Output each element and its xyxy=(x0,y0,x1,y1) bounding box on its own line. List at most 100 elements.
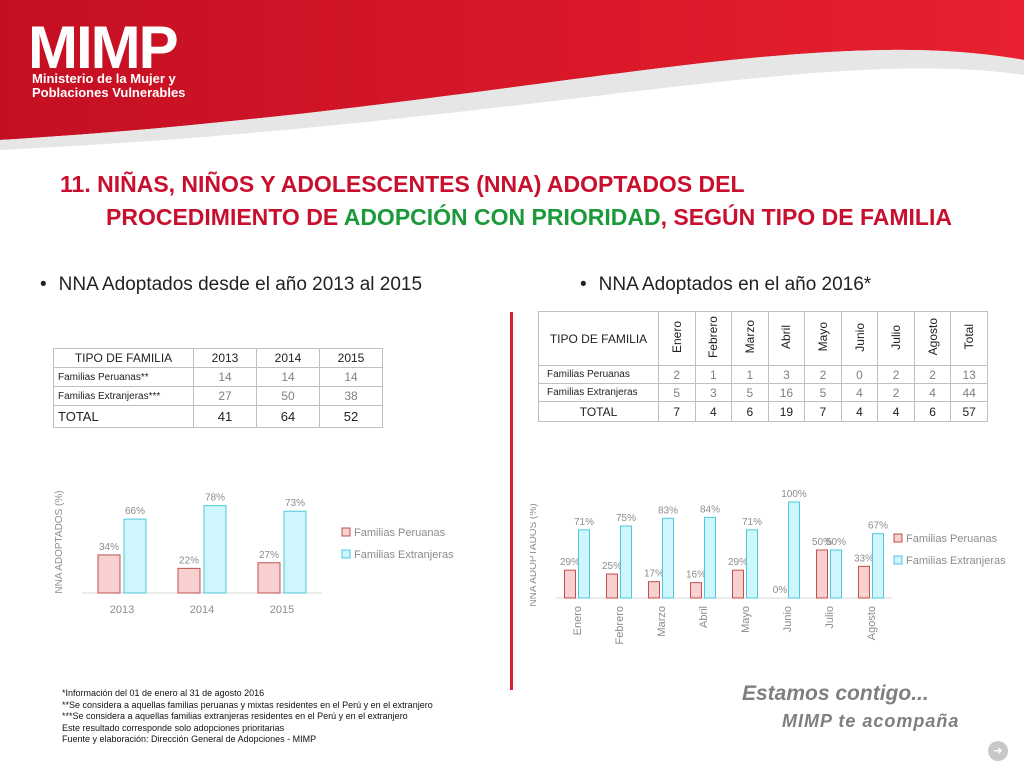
data-label: 66% xyxy=(125,506,145,517)
month-label: Mayo xyxy=(815,322,830,352)
category-label: Junio xyxy=(782,606,794,632)
table-cell: 64 xyxy=(256,405,320,428)
data-label: 71% xyxy=(574,517,594,528)
category-label: 2013 xyxy=(110,604,134,616)
bar-extranjeras xyxy=(704,516,716,599)
header-banner: MIMP Ministerio de la Mujer y Poblacione… xyxy=(0,0,1024,150)
month-label: Enero xyxy=(669,320,684,354)
table-header-row: TIPO DE FAMILIA Enero Febrero Marzo Abri… xyxy=(538,311,988,366)
data-label: 29% xyxy=(560,557,580,568)
table-header-cell: Febrero xyxy=(694,311,733,366)
month-label: Junio xyxy=(852,322,867,352)
table-cell: 16 xyxy=(767,383,806,402)
table-row: Familias Extranjeras*** 27 50 38 xyxy=(53,386,383,406)
footnotes: *Información del 01 de enero al 31 de ag… xyxy=(62,688,433,746)
row-label: Familias Peruanas xyxy=(538,365,659,384)
bar-peruanas xyxy=(564,569,576,599)
row-label: Familias Extranjeras*** xyxy=(53,386,194,406)
table-cell: 44 xyxy=(950,383,988,402)
bar-peruanas xyxy=(177,567,201,594)
category-label: 2015 xyxy=(270,604,294,616)
bar-extranjeras xyxy=(203,505,227,594)
table-header-cell: 2015 xyxy=(319,348,383,368)
bar-extranjeras xyxy=(830,549,842,599)
footnote: ***Se considera a aquellas familias extr… xyxy=(62,711,408,721)
month-label: Abril xyxy=(779,324,794,349)
logo-subtitle: Ministerio de la Mujer y Poblaciones Vul… xyxy=(32,72,232,100)
data-label: 50% xyxy=(826,537,846,548)
table-header-cell: Marzo xyxy=(731,311,769,366)
category-label: Mayo xyxy=(740,606,752,633)
table-2013-2015: TIPO DE FAMILIA 2013 2014 2015 Familias … xyxy=(53,348,383,428)
category-label: Abril xyxy=(698,606,710,628)
table-row: Familias Extranjeras 5 3 5 16 5 4 2 4 44 xyxy=(538,383,988,402)
table-cell: 5 xyxy=(804,383,842,402)
bar-extranjeras xyxy=(872,533,884,599)
data-label: 33% xyxy=(854,553,874,564)
table-header-cell: 2013 xyxy=(193,348,257,368)
data-label: 67% xyxy=(868,521,888,532)
total-label: Total xyxy=(962,324,977,350)
table-header-cell: TIPO DE FAMILIA xyxy=(538,311,659,366)
table-cell: 38 xyxy=(319,386,383,406)
bar-peruanas xyxy=(816,549,828,599)
table-cell: 14 xyxy=(319,367,383,387)
data-label: 16% xyxy=(686,570,706,581)
table-cell: 4 xyxy=(840,401,879,422)
slogan-line2: MIMP te acompaña xyxy=(782,711,960,731)
row-label: Familias Extranjeras xyxy=(538,383,659,402)
data-label: 100% xyxy=(781,489,807,500)
month-label: Febrero xyxy=(706,315,721,359)
table-cell: 2 xyxy=(877,365,915,384)
circle-arrow-icon[interactable]: ➜ xyxy=(988,741,1008,761)
table-cell: 2 xyxy=(913,365,952,384)
table-cell: 14 xyxy=(193,367,257,387)
legend-label: Familias Extranjeras xyxy=(906,555,1006,567)
legend-label: Familias Peruanas xyxy=(906,533,998,545)
header-background xyxy=(0,0,1024,150)
bar-peruanas xyxy=(97,554,121,594)
bar-extranjeras xyxy=(746,529,758,599)
table-cell: 4 xyxy=(877,401,915,422)
table-cell: 2 xyxy=(877,383,915,402)
month-label: Julio xyxy=(889,324,904,350)
section-divider xyxy=(510,312,513,690)
data-label: 34% xyxy=(99,542,119,553)
table-header-cell: TIPO DE FAMILIA xyxy=(53,348,194,368)
footnote: **Se considera a aquellas familias perua… xyxy=(62,699,433,710)
y-axis-label: NNA ADOPTADOS (%) xyxy=(54,490,65,593)
legend-swatch xyxy=(893,555,903,565)
table-header-cell: 2014 xyxy=(256,348,320,368)
table-header-cell: Enero xyxy=(658,311,696,366)
category-label: Enero xyxy=(572,606,584,635)
category-label: Agosto xyxy=(866,606,878,640)
legend-swatch xyxy=(893,533,903,543)
data-label: 71% xyxy=(742,517,762,528)
slogan-line1: Estamos contigo... xyxy=(742,682,929,705)
table-cell: 13 xyxy=(950,365,988,384)
data-label: 29% xyxy=(728,557,748,568)
table-header-cell: Julio xyxy=(877,311,915,366)
data-label: 22% xyxy=(179,555,199,566)
footnote: Este resultado corresponde solo adopcion… xyxy=(62,722,285,733)
row-label: Familias Peruanas** xyxy=(53,367,194,387)
table-header-cell: Abril xyxy=(767,311,806,366)
table-total-row: TOTAL 7 4 6 19 7 4 4 6 57 xyxy=(538,401,988,422)
table-cell: 4 xyxy=(913,383,952,402)
bar-extranjeras xyxy=(123,518,147,594)
table-cell: 50 xyxy=(256,386,320,406)
title-line1: 11. NIÑAS, NIÑOS Y ADOLESCENTES (NNA) AD… xyxy=(60,171,745,197)
table-cell: 1 xyxy=(694,365,733,384)
table-cell: 41 xyxy=(193,405,257,428)
table-cell: 57 xyxy=(950,401,988,422)
table-header-cell: Junio xyxy=(840,311,879,366)
logo-subtitle-line2: Poblaciones Vulnerables xyxy=(32,85,186,100)
legend-swatch xyxy=(341,527,351,537)
table-cell: 0 xyxy=(840,365,879,384)
table-cell: 27 xyxy=(193,386,257,406)
data-label: 50% xyxy=(812,537,832,548)
bar-extranjeras xyxy=(620,525,632,599)
table-cell: 2 xyxy=(804,365,842,384)
data-label: 75% xyxy=(616,513,636,524)
bar-peruanas xyxy=(732,569,744,599)
